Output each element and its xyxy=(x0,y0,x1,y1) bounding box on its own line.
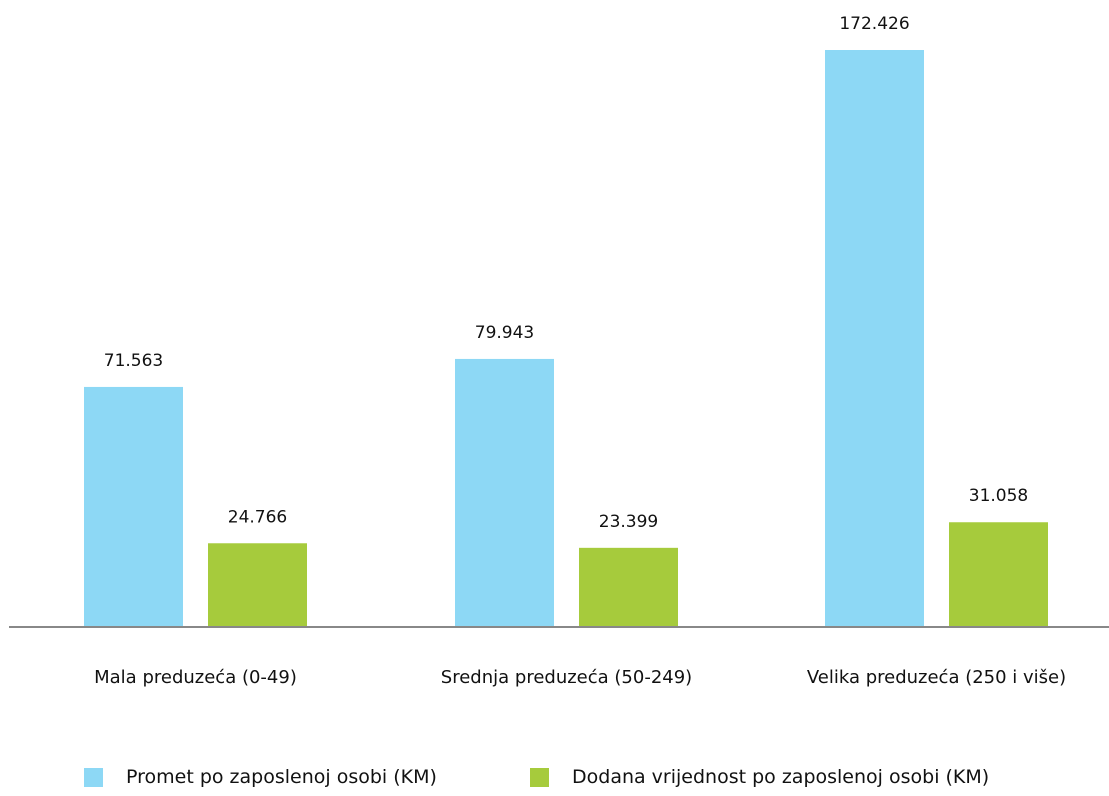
value-label-dodana-0: 24.766 xyxy=(228,507,287,527)
value-labels-group: 71.563 79.943 172.426 24.766 23.399 31.058 xyxy=(104,14,1028,532)
value-label-promet-2: 172.426 xyxy=(839,14,909,34)
bar-dodana-2 xyxy=(949,522,1048,626)
value-label-dodana-2: 31.058 xyxy=(969,486,1028,506)
bars-group xyxy=(84,50,1048,626)
legend-label-promet: Promet po zaposlenoj osobi (KM) xyxy=(126,766,437,788)
legend-item-dodana: Dodana vrijednost po zaposlenoj osobi (K… xyxy=(530,766,989,788)
category-label-1: Srednja preduzeća (50-249) xyxy=(441,667,692,688)
legend-item-promet: Promet po zaposlenoj osobi (KM) xyxy=(84,766,437,788)
bar-dodana-1 xyxy=(579,547,678,626)
value-label-dodana-1: 23.399 xyxy=(599,512,658,532)
legend-label-dodana: Dodana vrijednost po zaposlenoj osobi (K… xyxy=(572,766,990,788)
bar-promet-0 xyxy=(84,386,183,626)
category-label-2: Velika preduzeća (250 i više) xyxy=(807,667,1066,688)
bar-dodana-0 xyxy=(208,543,307,626)
bar-promet-1 xyxy=(455,358,554,626)
legend-swatch-dodana xyxy=(530,767,549,787)
category-labels-group: Mala preduzeća (0-49) Srednja preduzeća (… xyxy=(94,667,1066,688)
value-label-promet-1: 79.943 xyxy=(475,323,534,343)
bar-promet-2 xyxy=(825,50,924,626)
legend: Promet po zaposlenoj osobi (KM) Dodana v… xyxy=(0,766,1109,792)
value-label-promet-0: 71.563 xyxy=(104,351,163,371)
category-label-0: Mala preduzeća (0-49) xyxy=(94,667,297,688)
legend-swatch-promet xyxy=(84,767,103,787)
